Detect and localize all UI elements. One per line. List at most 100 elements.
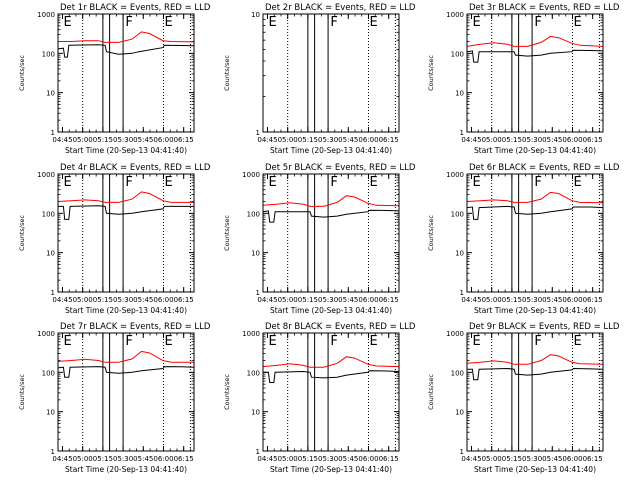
x-tick-label: 05:45 (338, 136, 358, 144)
x-tick-label: 05:45 (338, 296, 358, 304)
chart-title: Det 3r BLACK = Events, RED = LLD (469, 3, 620, 13)
x-tick-label: 05:00 (482, 296, 502, 304)
chart-panel-3: Det 3r BLACK = Events, RED = LLD Counts/s… (427, 3, 620, 155)
y-tick-label: 1000 (37, 11, 55, 19)
x-tick-label: 05:15 (298, 296, 318, 304)
y-tick-label: 10 (455, 409, 464, 417)
chart-title: Det 1r BLACK = Events, RED = LLD (60, 3, 211, 13)
y-tick-label: 100 (451, 369, 464, 377)
series-lld-line (466, 191, 604, 204)
x-tick-label: 04:45 (257, 136, 277, 144)
chart-panel-2: Det 2r BLACK = Events, RED = LLD Counts/s… (223, 3, 416, 155)
x-tick-label: 06:00 (358, 455, 378, 463)
x-axis-label: Start Time (20-Sep-13 04:41:40) (270, 306, 392, 315)
plot-frame (262, 173, 400, 293)
chart-title: Det 7r BLACK = Events, RED = LLD (60, 322, 211, 332)
series-lld-line (58, 31, 195, 43)
eclipse-marker: F (330, 175, 337, 190)
y-tick-label: 10 (46, 250, 55, 258)
y-tick-label: 100 (247, 210, 260, 218)
x-tick-label: 05:30 (522, 136, 542, 144)
x-tick-label: 05:45 (133, 455, 153, 463)
x-tick-label: 05:00 (482, 455, 502, 463)
series-lld-line (466, 35, 604, 47)
series-events-line (262, 209, 400, 223)
x-tick-label: 05:45 (338, 455, 358, 463)
x-tick-label: 06:15 (583, 296, 603, 304)
y-tick-label: 1000 (446, 330, 464, 338)
chart-panel-9: Det 9r BLACK = Events, RED = LLD Counts/s… (427, 322, 620, 474)
y-axis-label: Counts/sec (223, 374, 231, 410)
chart-panel-1: Det 1r BLACK = Events, RED = LLD Counts/s… (18, 3, 211, 155)
chart-panel-7: Det 7r BLACK = Events, RED = LLD Counts/s… (18, 322, 211, 474)
y-tick-label: 10 (455, 250, 464, 258)
x-tick-label: 05:30 (318, 296, 338, 304)
y-tick-label: 100 (42, 50, 55, 58)
y-tick-label: 100 (42, 369, 55, 377)
x-tick-label: 04:45 (257, 296, 277, 304)
x-tick-label: 06:00 (153, 296, 173, 304)
x-tick-label: 06:15 (379, 296, 399, 304)
plot-frame (262, 13, 400, 133)
eclipse-marker: E (472, 15, 480, 30)
x-tick-label: 05:15 (93, 455, 113, 463)
series-events-line (57, 366, 195, 378)
plot-frame (466, 13, 604, 133)
eclipse-marker: E (268, 175, 276, 190)
chart-panel-8: Det 8r BLACK = Events, RED = LLD Counts/s… (223, 322, 416, 474)
series-events-line (466, 205, 604, 220)
x-tick-label: 04:45 (257, 455, 277, 463)
x-tick-label: 06:00 (153, 455, 173, 463)
eclipse-marker: F (125, 175, 132, 190)
series-events-line (263, 370, 400, 383)
x-tick-label: 05:15 (93, 296, 113, 304)
chart-title: Det 5r BLACK = Events, RED = LLD (265, 163, 416, 173)
x-tick-label: 04:45 (52, 455, 72, 463)
x-tick-label: 05:15 (298, 455, 318, 463)
y-tick-label: 1 (256, 448, 260, 456)
chart-title: Det 2r BLACK = Events, RED = LLD (265, 3, 416, 13)
series-events-line (466, 49, 604, 63)
x-tick-label: 06:15 (583, 455, 603, 463)
x-tick-label: 05:30 (113, 296, 133, 304)
eclipse-marker: E (164, 175, 172, 190)
x-tick-label: 06:00 (562, 455, 582, 463)
x-tick-label: 06:15 (174, 136, 194, 144)
eclipse-marker: F (534, 334, 541, 349)
x-tick-label: 05:45 (542, 296, 562, 304)
x-tick-label: 05:30 (113, 136, 133, 144)
y-axis-label: Counts/sec (223, 55, 231, 91)
series-lld-line (57, 191, 194, 203)
plot-frame (262, 332, 400, 452)
y-axis-label: Counts/sec (18, 215, 26, 251)
eclipse-marker: E (472, 334, 480, 349)
eclipse-marker: F (534, 15, 541, 30)
eclipse-marker: E (573, 175, 581, 190)
x-tick-label: 05:15 (502, 455, 522, 463)
y-axis-label: Counts/sec (427, 215, 435, 251)
x-axis-label: Start Time (20-Sep-13 04:41:40) (65, 146, 187, 155)
eclipse-marker: E (369, 175, 377, 190)
x-tick-label: 05:45 (133, 136, 153, 144)
x-tick-label: 06:15 (583, 136, 603, 144)
eclipse-marker: E (573, 15, 581, 30)
plot-frame (57, 332, 195, 452)
series-events-line (467, 367, 604, 381)
x-tick-label: 06:00 (358, 136, 378, 144)
x-tick-label: 05:45 (542, 455, 562, 463)
x-axis-label: Start Time (20-Sep-13 04:41:40) (474, 306, 596, 315)
x-axis-label: Start Time (20-Sep-13 04:41:40) (65, 465, 187, 474)
eclipse-marker: E (472, 175, 480, 190)
x-axis-label: Start Time (20-Sep-13 04:41:40) (270, 146, 392, 155)
x-tick-label: 06:15 (379, 455, 399, 463)
eclipse-marker: E (63, 334, 71, 349)
y-tick-label: 10 (46, 409, 55, 417)
series-lld-line (466, 354, 604, 365)
chart-panel-4: Det 4r BLACK = Events, RED = LLD Counts/s… (18, 163, 211, 315)
y-tick-label: 1000 (37, 330, 55, 338)
x-tick-label: 06:00 (358, 296, 378, 304)
x-tick-label: 06:15 (174, 455, 194, 463)
x-tick-label: 05:30 (318, 455, 338, 463)
y-axis-label: Counts/sec (18, 374, 26, 410)
plot-frame (57, 13, 195, 133)
